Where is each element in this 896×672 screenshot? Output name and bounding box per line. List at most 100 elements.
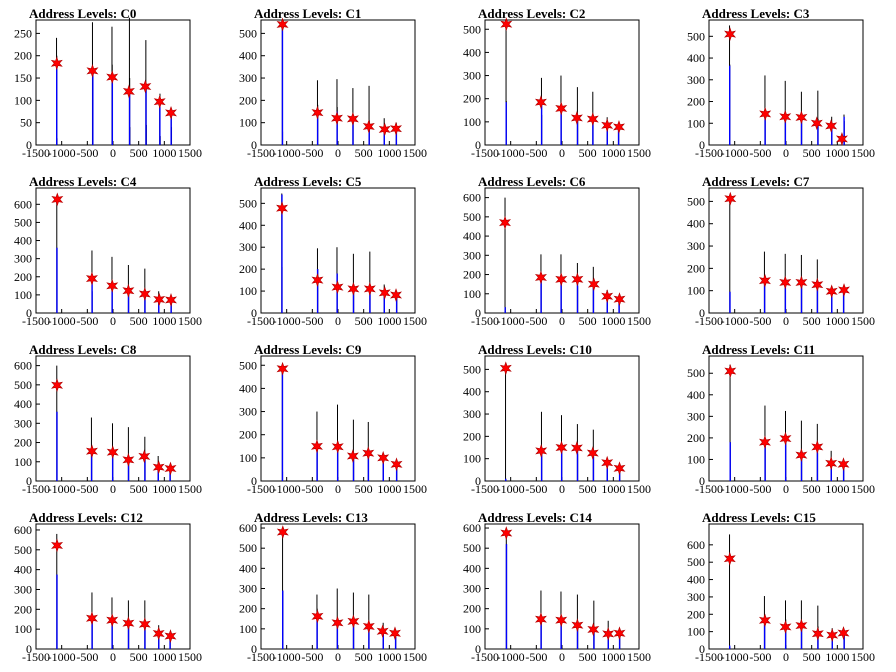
peak-marker	[587, 622, 600, 637]
x-tick-label: 1500	[851, 482, 875, 496]
x-tick-label: 0	[783, 650, 789, 664]
y-tick-label: 300	[14, 582, 32, 596]
y-tick-label: 300	[687, 409, 705, 423]
x-tick-label: 0	[335, 482, 341, 496]
x-tick-label: 0	[335, 650, 341, 664]
x-tick-label: -500	[749, 146, 771, 160]
chart-panel: Address Levels: C70100200300400500-1500-…	[687, 174, 875, 328]
peak-marker	[106, 70, 119, 85]
x-tick-label: 1000	[152, 314, 176, 328]
peak-marker	[122, 616, 135, 631]
y-tick-label: 0	[26, 474, 32, 488]
chart-title: Address Levels: C2	[478, 6, 585, 21]
peak-marker	[555, 440, 568, 455]
x-tick-label: 1500	[627, 650, 651, 664]
x-tick-label: -1000	[721, 314, 749, 328]
peak-marker	[571, 618, 584, 633]
y-tick-label: 0	[251, 474, 257, 488]
peak-marker	[377, 450, 390, 465]
chart-title: Address Levels: C13	[254, 510, 368, 525]
x-tick-label: -1500	[695, 146, 723, 160]
y-tick-label: 400	[463, 229, 481, 243]
peak-marker	[331, 439, 344, 454]
x-tick-label: -1000	[273, 650, 301, 664]
x-tick-label: -1500	[247, 146, 275, 160]
peak-marker	[795, 448, 808, 463]
y-tick-label: 300	[14, 416, 32, 430]
peak-marker	[85, 444, 98, 459]
y-tick-label: 0	[251, 138, 257, 152]
peak-marker	[586, 446, 599, 461]
y-tick-label: 400	[687, 573, 705, 587]
y-tick-label: 300	[687, 73, 705, 87]
peak-marker	[601, 455, 614, 470]
peak-marker	[85, 611, 98, 626]
peak-marker	[347, 281, 360, 296]
x-tick-label: 500	[130, 482, 148, 496]
y-tick-label: 300	[463, 582, 481, 596]
x-tick-label: 1500	[403, 650, 427, 664]
chart-panel: Address Levels: C6 0 100 200 300 400 500 600 -15…	[463, 174, 651, 328]
x-tick-label: -1500	[471, 146, 499, 160]
peak-marker	[164, 461, 177, 476]
peak-marker	[602, 626, 615, 641]
y-tick-label: 400	[14, 397, 32, 411]
y-tick-label: 200	[463, 602, 481, 616]
peak-marker	[811, 626, 824, 641]
y-tick-label: 400	[463, 385, 481, 399]
chart-title: Address Levels: C12	[29, 510, 143, 525]
peak-marker	[837, 626, 850, 640]
x-tick-label: -1500	[22, 482, 50, 496]
peak-marker	[612, 120, 625, 134]
x-tick-label: 1500	[851, 650, 875, 664]
y-tick-label: 400	[239, 561, 257, 575]
y-tick-label: 150	[14, 71, 32, 85]
peak-marker	[138, 449, 151, 464]
chart-panel: Address Levels: C0 0 50 100 150 200 250 -1500-1…	[14, 6, 202, 160]
y-tick-label: 500	[463, 22, 481, 36]
plot-frame	[484, 187, 640, 314]
chart-panel: Address Levels: C10 0 100 200 300 400 500 -1500…	[463, 342, 651, 496]
peak-marker	[825, 284, 838, 299]
peak-marker	[362, 446, 375, 461]
peak-marker	[276, 201, 289, 216]
chart-title: Address Levels: C5	[254, 174, 362, 189]
y-tick-label: 200	[687, 431, 705, 445]
peak-marker	[390, 457, 403, 472]
y-tick-label: 300	[239, 405, 257, 419]
peak-marker	[330, 111, 343, 126]
peak-marker	[390, 121, 402, 136]
peak-marker	[779, 431, 792, 446]
plot-frame	[484, 19, 640, 146]
x-tick-label: 1500	[627, 146, 651, 160]
peak-marker	[795, 618, 808, 633]
x-tick-label: 500	[355, 146, 373, 160]
peak-marker	[724, 191, 737, 206]
x-tick-label: -500	[76, 650, 98, 664]
y-tick-label: 500	[239, 26, 257, 40]
y-tick-label: 400	[463, 561, 481, 575]
peak-marker	[810, 116, 823, 131]
x-tick-label: 500	[355, 482, 373, 496]
y-tick-label: 300	[687, 239, 705, 253]
y-tick-label: 200	[14, 270, 32, 284]
x-tick-label: 0	[110, 314, 116, 328]
x-tick-label: -1500	[247, 650, 275, 664]
chart-panel: Address Levels: C13 0 100 200 300 400 500 600 -1…	[239, 510, 427, 664]
y-tick-label: 500	[687, 194, 705, 208]
y-tick-label: 300	[14, 252, 32, 266]
peak-marker	[153, 292, 166, 307]
x-tick-label: 500	[579, 650, 597, 664]
peak-marker	[779, 109, 792, 124]
peak-marker	[138, 287, 151, 301]
x-tick-label: -1500	[695, 650, 723, 664]
x-tick-label: 1500	[178, 650, 202, 664]
x-tick-label: 0	[110, 146, 116, 160]
peak-marker	[835, 131, 848, 146]
y-tick-label: 500	[239, 196, 257, 210]
peak-marker	[378, 122, 391, 137]
x-tick-label: -500	[749, 482, 771, 496]
peak-marker	[311, 273, 324, 288]
x-tick-label: -1000	[273, 482, 301, 496]
y-tick-label: 100	[14, 622, 32, 636]
